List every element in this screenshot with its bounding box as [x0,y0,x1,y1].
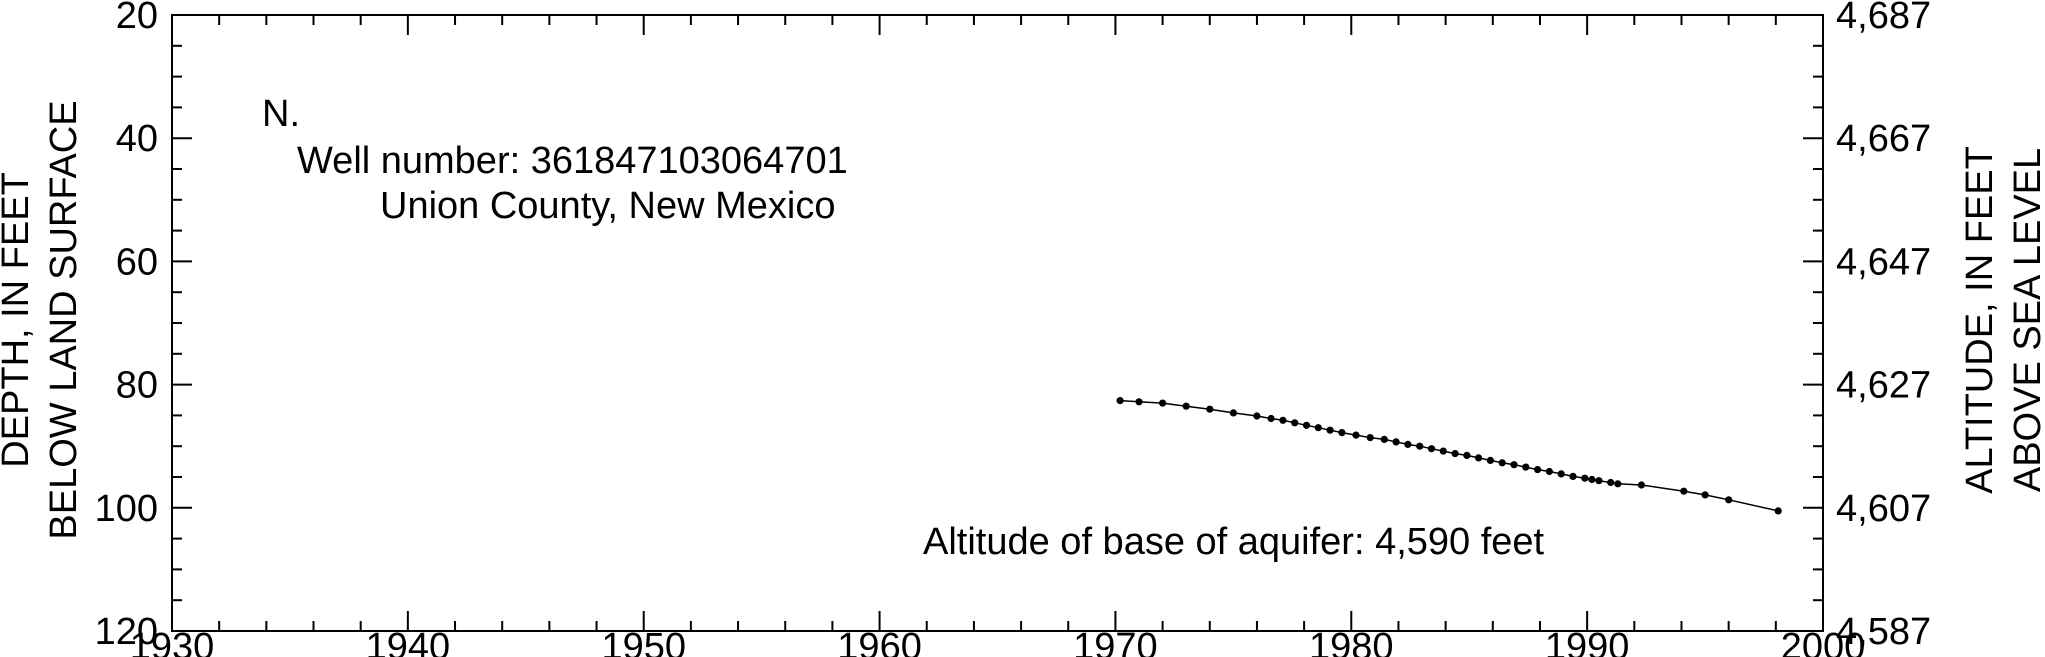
x-tick-label: 2000 [1781,626,1866,657]
data-point [1253,412,1261,420]
data-point [1534,466,1542,474]
data-point [1545,467,1553,476]
data-point [1229,409,1237,417]
data-point [1380,435,1388,443]
data-point [1581,474,1589,482]
left-axis-label-line2: BELOW LAND SURFACE [43,100,85,539]
data-point [1416,442,1424,450]
data-point [1680,487,1688,495]
x-tick-label: 1960 [837,626,922,657]
data-point [1451,450,1459,458]
y-left-tick-label: 60 [116,241,158,283]
data-point [1267,414,1275,423]
aquifer-base-annotation: Altitude of base of aquifer: 4,590 feet [923,521,1545,563]
data-point [1522,463,1530,471]
data-point [1774,507,1782,515]
tick-marks [171,14,1824,632]
well-number-annotation: Well number: 361847103064701 [297,140,848,182]
data-point [1326,426,1334,434]
data-point [1701,491,1709,499]
y-right-tick-label: 4,687 [1836,0,1931,37]
y-right-tick-label: 4,587 [1836,611,1931,653]
panel-letter: N. [262,93,300,135]
y-left-tick-label: 80 [116,365,158,407]
x-tick-label: 1940 [366,626,451,657]
data-point [1463,451,1471,459]
data-point [1498,459,1506,467]
data-point [1637,481,1645,489]
y-right-tick-label: 4,627 [1836,365,1931,407]
data-point [1279,416,1287,424]
data-point [1427,445,1436,453]
data-point [1392,438,1400,446]
data-point [1366,434,1374,442]
data-point [1607,478,1615,487]
data-point [1404,440,1412,448]
data-point [1182,402,1190,410]
data-point [1569,472,1577,480]
data-point [1725,496,1733,504]
data-point [1291,419,1299,427]
data-point [1588,475,1596,484]
data-point [1352,431,1360,439]
left-axis-label-line1: DEPTH, IN FEET [0,172,37,468]
series-line [1120,399,1779,512]
data-point [1510,461,1518,469]
data-point [1206,405,1214,413]
right-axis-label-line1: ALTITUDE, IN FEET [1959,146,2001,494]
data-point [1338,429,1346,437]
data-point [1159,399,1167,407]
data-point [1116,397,1124,405]
y-left-tick-label: 20 [116,0,158,37]
data-point [1439,447,1447,455]
data-point [1557,470,1565,478]
series-group [1116,397,1782,515]
x-tick-label: 1930 [130,626,215,657]
y-left-tick-label: 120 [95,611,158,653]
data-point [1135,398,1143,406]
data-point [1475,454,1483,462]
x-tick-label: 1980 [1309,626,1394,657]
data-point [1595,477,1603,485]
y-right-tick-label: 4,667 [1836,118,1931,160]
data-point [1486,456,1494,464]
data-point [1314,424,1322,432]
data-point [1614,480,1622,488]
x-tick-label: 1950 [601,626,686,657]
x-tick-label: 1970 [1073,626,1158,657]
x-tick-label: 1990 [1545,626,1630,657]
y-right-tick-label: 4,647 [1836,241,1931,283]
y-right-tick-label: 4,607 [1836,488,1931,530]
y-left-tick-label: 100 [95,488,158,530]
location-annotation: Union County, New Mexico [380,185,835,227]
right-axis-label-line2: ABOVE SEA LEVEL [2007,148,2045,492]
data-point [1302,421,1311,429]
tick-labels: 1930 1940 1950 1960 1970 1980 1990 2000 20 40 60 80… [95,0,1932,657]
y-left-tick-label: 40 [116,118,158,160]
